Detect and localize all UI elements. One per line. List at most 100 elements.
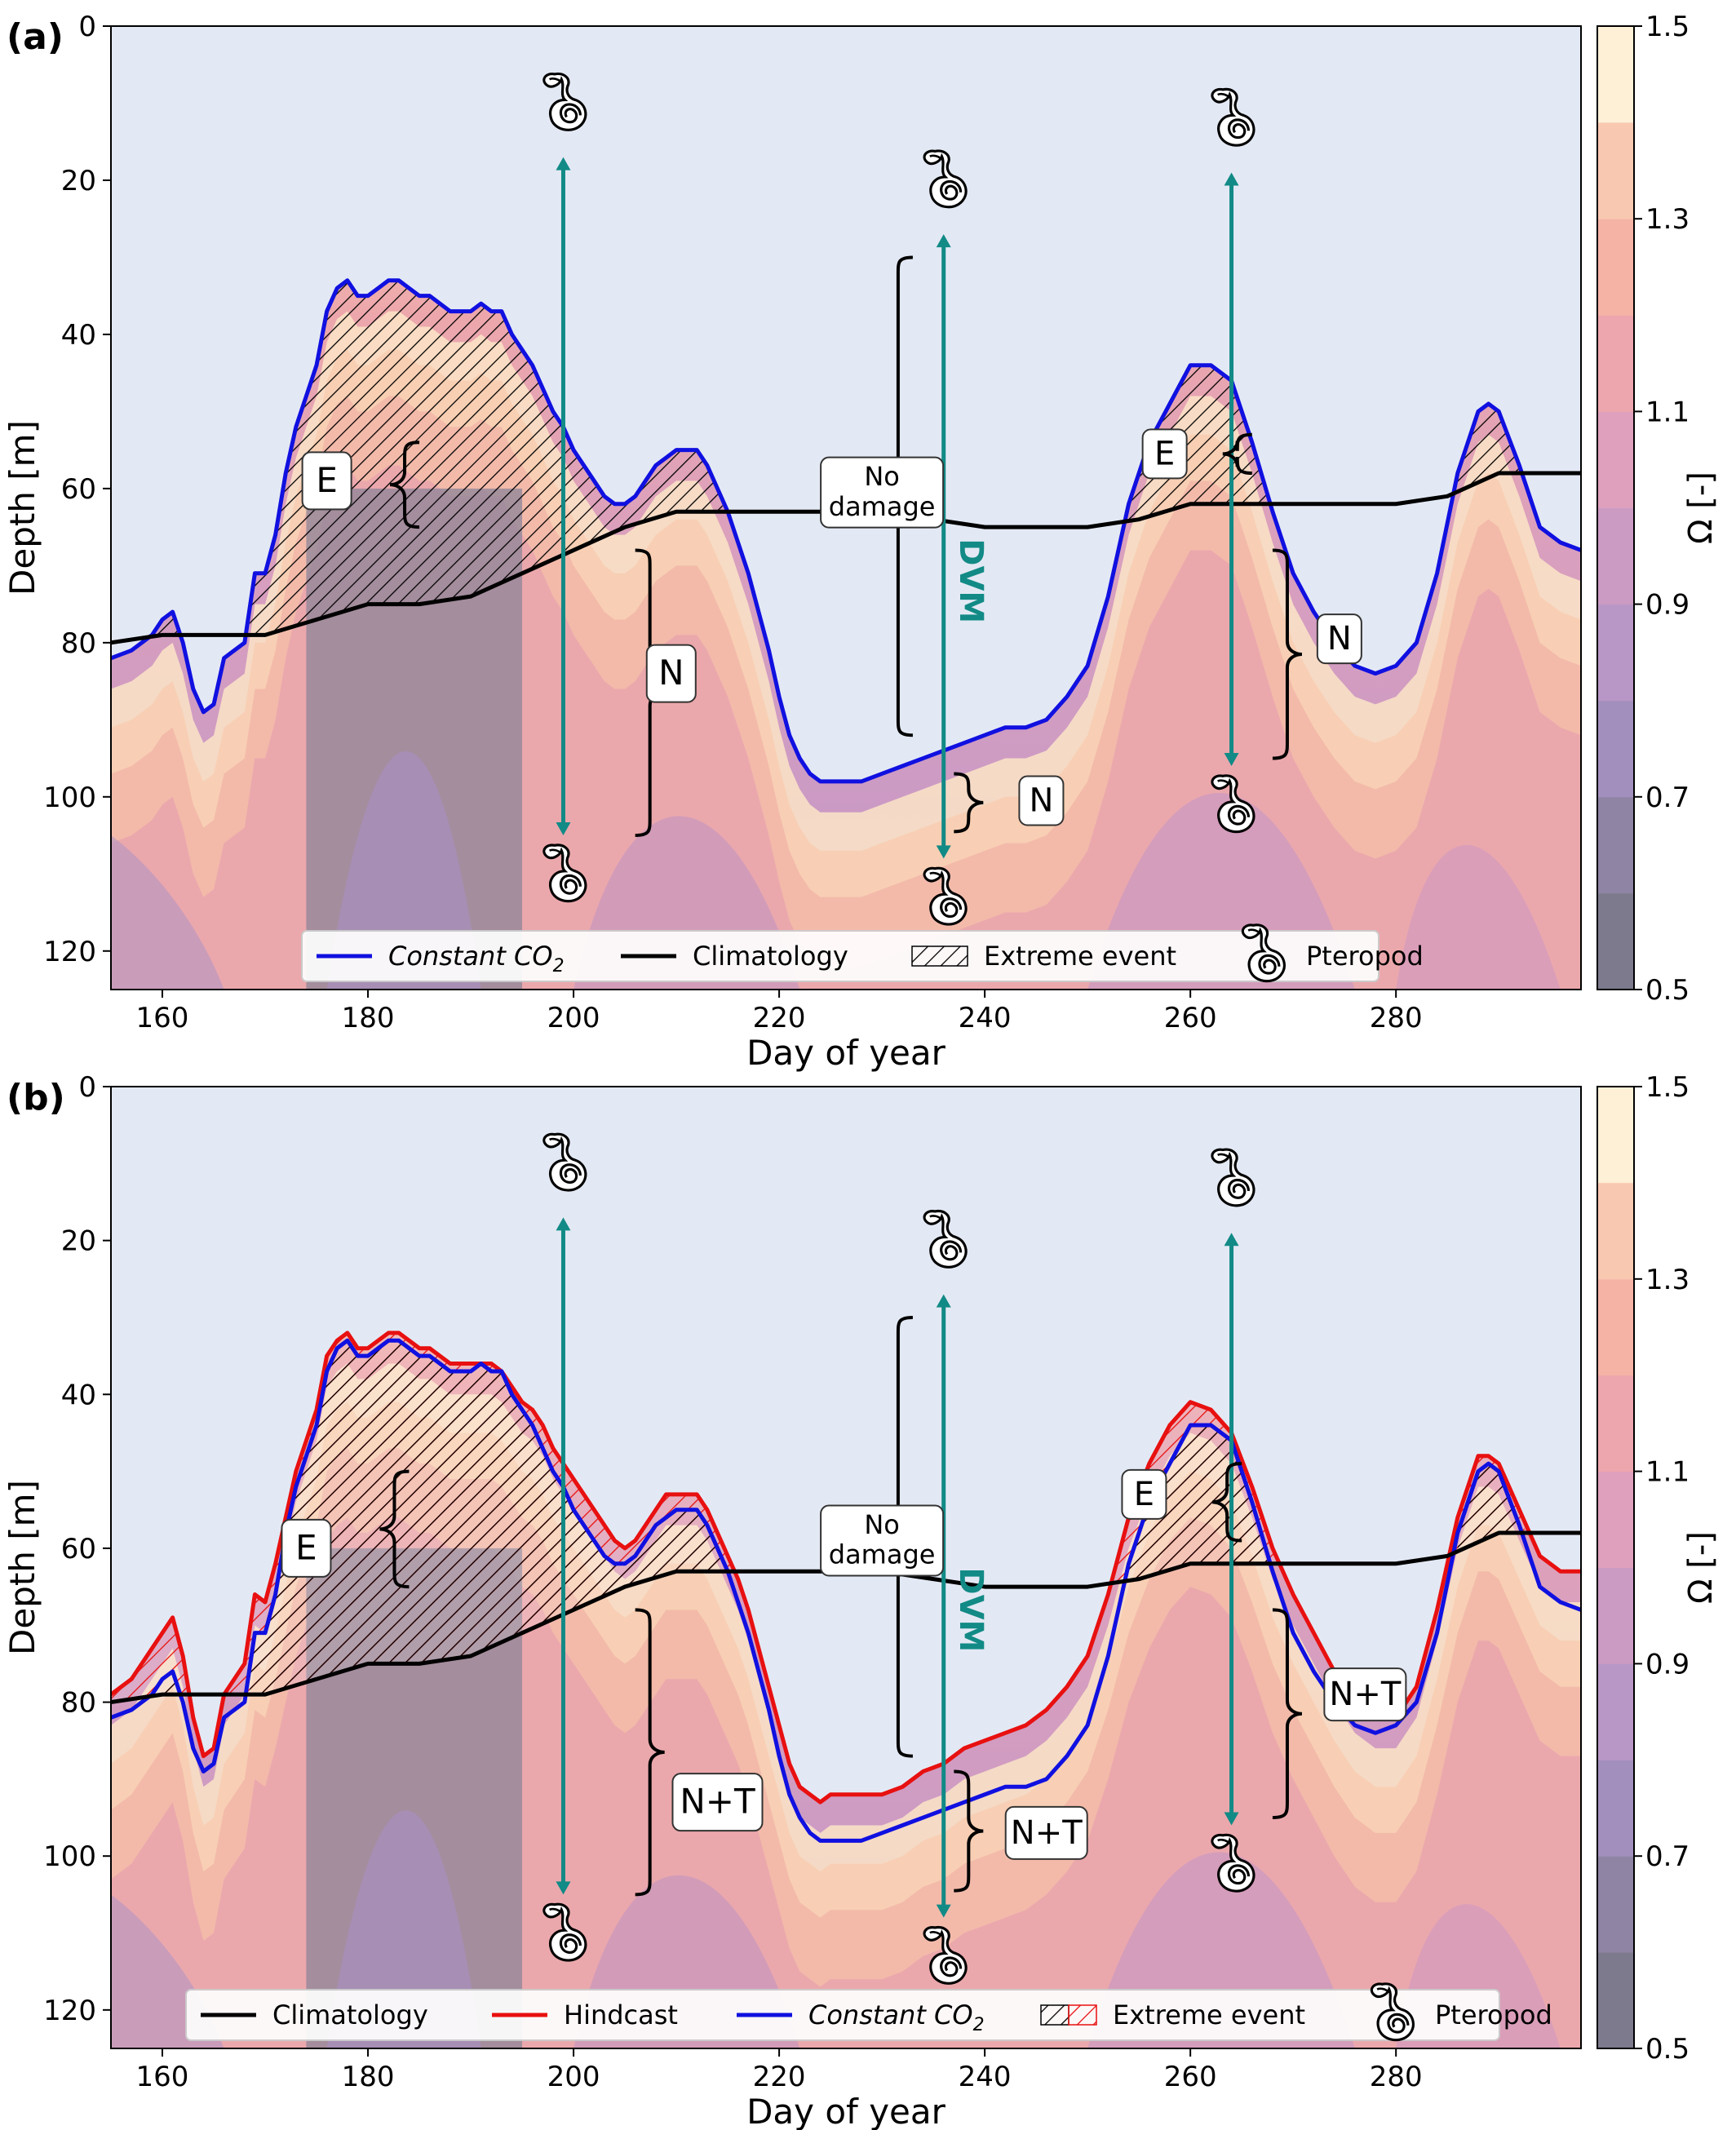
annotation-box	[671, 1773, 764, 1832]
annotation-label: N	[658, 653, 684, 693]
legend-label: Pteropod	[1435, 1999, 1552, 2030]
series-line-constant-co2	[111, 1338, 1581, 1843]
annotation-box	[820, 456, 945, 529]
colorbar-tick-label: 1.3	[1645, 203, 1690, 236]
x-tick-label: 220	[753, 1002, 806, 1034]
arrow-head-up-icon	[936, 1294, 951, 1308]
colorbar-tick-label: 1.5	[1645, 1071, 1690, 1104]
legend-label: Hindcast	[564, 1999, 678, 2030]
legend-label: Extreme event	[984, 941, 1176, 972]
annotation-box	[1121, 1468, 1167, 1520]
annotation-label: E	[1154, 435, 1175, 472]
brace-icon	[954, 772, 984, 834]
annotation-box	[1004, 1805, 1088, 1860]
colorbar-band	[1597, 892, 1634, 990]
y-tick-label: 60	[61, 473, 96, 506]
extreme-event-hatch	[152, 1340, 1520, 1697]
y-tick-label: 20	[61, 165, 96, 197]
colorbar-frame	[1596, 25, 1635, 990]
colorbar-band	[1597, 315, 1634, 412]
y-tick-label: 80	[61, 627, 96, 660]
annotation-box	[1316, 613, 1362, 665]
legend-swatch-hatch-red	[1068, 2004, 1097, 2026]
x-tick-label: 280	[1370, 2061, 1423, 2093]
y-axis-label: Depth [m]	[2, 1480, 42, 1655]
x-tick-label: 240	[959, 1002, 1012, 1034]
brace-icon	[635, 1608, 665, 1897]
y-tick-label: 120	[43, 1995, 96, 2027]
colorbar-label: Ω [-]	[1682, 1531, 1720, 1604]
colorbar-tick-label: 1.1	[1645, 396, 1690, 428]
legend-box	[185, 1989, 1500, 2041]
colorbar-tick-label: 0.7	[1645, 1840, 1690, 1873]
colorbar-tick-label: 1.5	[1645, 11, 1690, 43]
x-tick-label: 200	[547, 1002, 600, 1034]
x-tick-label: 260	[1164, 1002, 1217, 1034]
colorbar-label: Ω [-]	[1682, 472, 1720, 544]
colorbar-tick-label: 1.1	[1645, 1456, 1690, 1489]
legend-label-subscript: 2	[553, 956, 565, 976]
extreme-event-hatch	[152, 280, 1520, 637]
annotation-label: N+T	[1011, 1814, 1083, 1852]
annotation-label: N	[1327, 620, 1352, 658]
colorbar-band	[1597, 26, 1634, 123]
omega-patch	[111, 835, 224, 990]
brace-icon	[1222, 432, 1252, 475]
colorbar: 0.5 0.7 0.9 1.1 1.3 1.5 Ω [-]	[1596, 11, 1720, 1007]
colorbar-band	[1597, 700, 1634, 798]
annotation-box	[1141, 428, 1188, 480]
arrow-head-up-icon	[556, 1217, 571, 1231]
x-tick-label: 160	[136, 1002, 189, 1034]
series-line-constant-co2	[111, 278, 1581, 784]
x-axis-label: Day of year	[746, 1033, 946, 1073]
annotation-label: N	[1029, 782, 1053, 820]
arrow-head-down-icon	[1224, 1812, 1239, 1826]
x-tick-label: 220	[753, 2061, 806, 2093]
colorbar-band	[1597, 604, 1634, 702]
colorbar-band	[1597, 219, 1634, 316]
annotation-box	[645, 644, 697, 703]
arrow-head-down-icon	[936, 1904, 951, 1918]
colorbar-band	[1597, 1375, 1634, 1472]
annotation-label: No	[864, 1509, 900, 1540]
legend-label: Constant CO2	[808, 1999, 985, 2035]
colorbar-band	[1597, 411, 1634, 508]
annotation-label: No	[864, 461, 900, 492]
x-tick-label: 180	[342, 1002, 395, 1034]
arrow-head-up-icon	[1224, 172, 1239, 186]
legend-label: Climatology	[693, 941, 848, 972]
legend-swatch-hatch	[911, 945, 968, 967]
colorbar-band	[1597, 1760, 1634, 1857]
panel-label: (b)	[7, 1077, 65, 1118]
x-axis-label: Day of year	[746, 2092, 946, 2130]
legend-label: Extreme event	[1113, 1999, 1305, 2030]
annotation-label: E	[316, 460, 338, 500]
brace-icon	[379, 1469, 410, 1589]
y-tick-label: 0	[78, 11, 96, 43]
plot-frame	[110, 1086, 1582, 2049]
y-tick-label: 0	[78, 1071, 96, 1104]
colorbar-band	[1597, 1567, 1634, 1664]
panel-label: (a)	[7, 16, 64, 58]
arrow-head-down-icon	[1224, 753, 1239, 767]
legend-label: Climatology	[272, 1999, 428, 2030]
y-tick-label: 20	[61, 1225, 96, 1258]
arrow-head-down-icon	[556, 1881, 571, 1895]
legend-box	[301, 930, 1380, 982]
colorbar-tick-label: 0.5	[1645, 2033, 1690, 2066]
legend-label-subscript: 2	[973, 2015, 985, 2035]
x-tick-label: 200	[547, 2061, 600, 2093]
colorbar-band	[1597, 1182, 1634, 1280]
arrow-head-up-icon	[1224, 1233, 1239, 1247]
colorbar-band	[1597, 1952, 1634, 2049]
colorbar-band	[1597, 796, 1634, 894]
annotation-label: E	[295, 1527, 317, 1567]
legend-swatch-hatch	[1040, 2004, 1070, 2026]
y-tick-label: 40	[61, 319, 96, 352]
annotation-label: N+T	[680, 1782, 755, 1822]
brace-icon	[954, 1769, 984, 1893]
